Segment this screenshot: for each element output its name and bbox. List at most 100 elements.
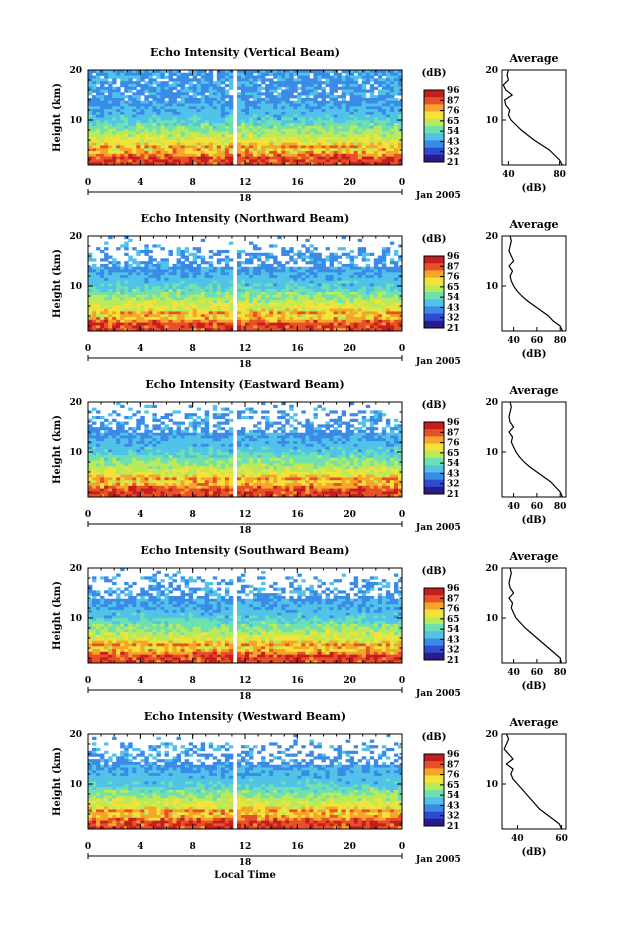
heatmap-cell: [329, 83, 334, 88]
heatmap-cell: [353, 283, 359, 287]
heatmap-cell: [108, 156, 113, 160]
heatmap-cell: [277, 266, 282, 270]
heatmap-cell: [329, 89, 334, 93]
heatmap-cell: [112, 153, 117, 158]
heatmap-cell: [188, 100, 194, 104]
heatmap-cell: [313, 325, 318, 329]
heatmap-cell: [253, 86, 258, 90]
heatmap-cell: [353, 418, 359, 422]
heatmap-cell: [140, 89, 145, 93]
heatmap-cell: [321, 114, 326, 118]
heatmap-cell: [361, 286, 367, 290]
heatmap-cell: [220, 249, 226, 254]
heatmap-cell: [289, 92, 294, 96]
heatmap-cell: [325, 95, 330, 99]
heatmap-cell: [212, 283, 218, 287]
heatmap-cell: [249, 289, 254, 293]
heatmap-cell: [208, 111, 214, 116]
heatmap-cell: [397, 303, 403, 307]
heatmap-cell: [184, 255, 190, 259]
heatmap-cell: [253, 117, 258, 121]
heatmap-cell: [245, 300, 250, 304]
heatmap-cell: [365, 418, 371, 422]
heatmap-cell: [148, 308, 153, 312]
heatmap-cell: [196, 103, 202, 107]
heatmap-cell: [361, 272, 367, 276]
heatmap-cell: [341, 123, 347, 127]
heatmap-cell: [273, 258, 278, 262]
heatmap-cell: [216, 156, 222, 160]
heatmap-cell: [208, 123, 214, 127]
heatmap-cell: [192, 103, 198, 107]
heatmap-cell: [265, 156, 270, 160]
heatmap-cell: [393, 97, 399, 102]
heatmap-cell: [168, 311, 173, 315]
heatmap-cell: [285, 322, 290, 326]
heatmap-cell: [361, 123, 367, 127]
heatmap-cell: [200, 283, 206, 287]
heatmap-cell: [152, 303, 157, 307]
heatmap-cell: [245, 92, 250, 96]
heatmap-cell: [180, 128, 186, 132]
heatmap-cell: [297, 303, 302, 307]
heatmap-cell: [140, 319, 145, 324]
heatmap-cell: [132, 325, 137, 329]
heatmap-cell: [313, 111, 318, 116]
heatmap-cell: [329, 128, 334, 132]
heatmap-cell: [108, 261, 113, 265]
y-tick-label: 20: [69, 66, 82, 76]
heatmap-cell: [104, 418, 109, 422]
heatmap-cell: [200, 305, 206, 310]
heatmap-cell: [313, 134, 318, 138]
heatmap-cell: [273, 156, 278, 160]
heatmap-cell: [240, 111, 246, 116]
heatmap-cell: [353, 114, 359, 118]
heatmap-cell: [313, 272, 318, 276]
heatmap-cell: [200, 255, 206, 259]
heatmap-cell: [180, 95, 186, 99]
heatmap-cell: [148, 404, 153, 408]
heatmap-cell: [245, 258, 250, 262]
heatmap-cell: [321, 153, 326, 158]
heatmap-cell: [220, 145, 226, 149]
heatmap-cell: [393, 151, 399, 155]
heatmap-cell: [349, 120, 355, 124]
heatmap-cell: [253, 103, 258, 107]
heatmap-cell: [281, 162, 286, 166]
heatmap-cell: [128, 117, 133, 121]
heatmap-cell: [152, 120, 157, 124]
heatmap-cell: [381, 283, 387, 287]
heatmap-cell: [249, 325, 254, 329]
heatmap-cell: [249, 303, 254, 307]
heatmap-cell: [208, 153, 214, 158]
heatmap-cell: [397, 139, 403, 144]
heatmap-cell: [148, 291, 153, 296]
heatmap-cell: [349, 294, 355, 298]
heatmap-cell: [305, 277, 310, 282]
heatmap-cell: [249, 269, 254, 273]
heatmap-cell: [184, 263, 190, 268]
heatmap-cell: [253, 95, 258, 99]
heatmap-cell: [148, 328, 153, 332]
heatmap-cell: [381, 111, 387, 116]
heatmap-cell: [341, 92, 347, 96]
heatmap-cell: [385, 283, 391, 287]
heatmap-cell: [253, 247, 258, 251]
heatmap-cell: [277, 134, 282, 138]
heatmap-cell: [333, 139, 338, 144]
heatmap-cell: [369, 153, 375, 158]
heatmap-cell: [96, 153, 101, 158]
heatmap-cell: [108, 275, 113, 279]
heatmap-cell: [92, 89, 97, 93]
heatmap-cell: [293, 145, 298, 149]
heatmap-cell: [345, 283, 351, 287]
heatmap-cell: [321, 148, 326, 152]
heatmap-cell: [385, 328, 391, 332]
heatmap-cell: [277, 319, 282, 324]
heatmap-cell: [212, 314, 218, 318]
heatmap-cell: [309, 255, 314, 259]
heatmap-cell: [301, 286, 306, 290]
heatmap-cell: [305, 106, 310, 110]
heatmap-cell: [377, 266, 383, 270]
